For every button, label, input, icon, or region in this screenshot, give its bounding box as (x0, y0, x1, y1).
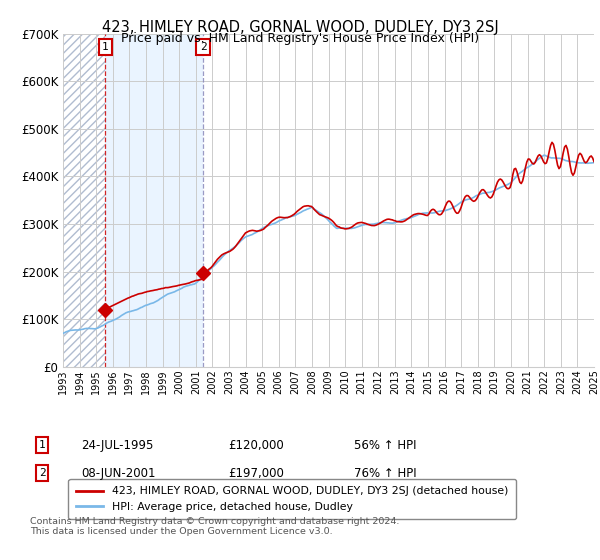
Text: 1: 1 (102, 42, 109, 52)
Bar (106, 34, 203, 367)
Text: 423, HIMLEY ROAD, GORNAL WOOD, DUDLEY, DY3 2SJ: 423, HIMLEY ROAD, GORNAL WOOD, DUDLEY, D… (101, 20, 499, 35)
Text: Price paid vs. HM Land Registry's House Price Index (HPI): Price paid vs. HM Land Registry's House … (121, 32, 479, 45)
Text: 76% ↑ HPI: 76% ↑ HPI (354, 466, 416, 480)
Legend: 423, HIMLEY ROAD, GORNAL WOOD, DUDLEY, DY3 2SJ (detached house), HPI: Average pr: 423, HIMLEY ROAD, GORNAL WOOD, DUDLEY, D… (68, 479, 516, 520)
Bar (63, 34, 106, 367)
Text: 1: 1 (38, 440, 46, 450)
Text: Contains HM Land Registry data © Crown copyright and database right 2024.
This d: Contains HM Land Registry data © Crown c… (30, 517, 400, 536)
Text: £197,000: £197,000 (228, 466, 284, 480)
Text: £120,000: £120,000 (228, 438, 284, 452)
Text: 2: 2 (200, 42, 206, 52)
Text: 08-JUN-2001: 08-JUN-2001 (81, 466, 155, 480)
Text: 24-JUL-1995: 24-JUL-1995 (81, 438, 154, 452)
Text: 56% ↑ HPI: 56% ↑ HPI (354, 438, 416, 452)
Text: 2: 2 (38, 468, 46, 478)
Bar (63, 34, 106, 367)
